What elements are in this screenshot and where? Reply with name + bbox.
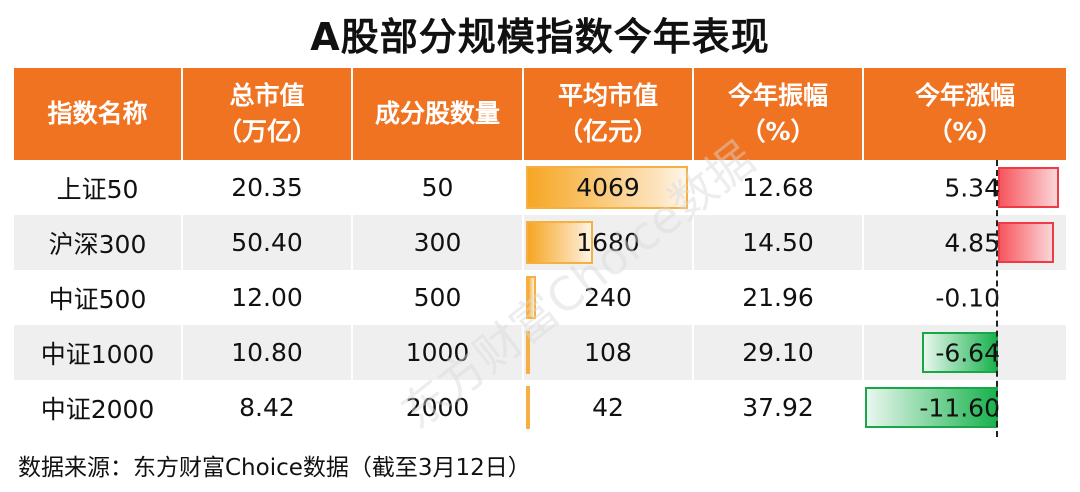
cell-amplitude: 29.10: [693, 325, 864, 380]
cell-constituent-count: 300: [352, 215, 524, 270]
cell-amplitude: 12.68: [693, 160, 864, 215]
header-avg-market-cap: 平均市值 （亿元）: [523, 68, 694, 160]
page-title: A股部分规模指数今年表现: [310, 15, 770, 59]
cell-constituent-count: 2000: [352, 380, 524, 435]
cell-constituent-count: 500: [352, 270, 524, 325]
table-row: 中证500 12.00 500 240 21.96 -0.10: [14, 270, 1066, 325]
cell-change: 4.85: [863, 215, 1066, 270]
index-performance-table: 指数名称 总市值 （万亿） 成分股数量 平均市值 （亿元） 今年振幅 （%） 今年涨幅…: [14, 68, 1066, 435]
cell-change: -6.64: [863, 325, 1066, 380]
cell-index-name: 中证500: [14, 270, 183, 325]
cell-amplitude: 14.50: [693, 215, 864, 270]
cell-avg-market-cap: 240: [523, 270, 694, 325]
avg-cap-bar: [526, 221, 593, 264]
cell-change: -0.10: [863, 270, 1066, 325]
change-bar: [998, 167, 1059, 208]
cell-market-cap: 10.80: [182, 325, 353, 380]
cell-market-cap: 12.00: [182, 270, 353, 325]
header-amplitude: 今年振幅 （%）: [693, 68, 864, 160]
cell-amplitude: 21.96: [693, 270, 864, 325]
cell-market-cap: 20.35: [182, 160, 353, 215]
header-row: 指数名称 总市值 （万亿） 成分股数量 平均市值 （亿元） 今年振幅 （%） 今年涨幅…: [14, 68, 1066, 160]
table-row: 沪深300 50.40 300 1680 14.50 4.85: [14, 215, 1066, 270]
table-row: 中证2000 8.42 2000 42 37.92 -11.60: [14, 380, 1066, 435]
cell-constituent-count: 1000: [352, 325, 524, 380]
cell-change: -11.60: [863, 380, 1066, 435]
avg-cap-bar: [526, 386, 530, 429]
change-bar: [922, 332, 998, 373]
header-index-name: 指数名称: [14, 68, 183, 160]
cell-index-name: 上证50: [14, 160, 183, 215]
cell-constituent-count: 50: [352, 160, 524, 215]
change-bar: [998, 222, 1054, 263]
cell-avg-market-cap: 108: [523, 325, 694, 380]
cell-index-name: 沪深300: [14, 215, 183, 270]
table-row: 中证1000 10.80 1000 108 29.10 -6.64: [14, 325, 1066, 380]
header-change: 今年涨幅 （%）: [863, 68, 1066, 160]
header-constituent-count: 成分股数量: [352, 68, 524, 160]
avg-cap-bar: [526, 276, 536, 319]
cell-avg-market-cap: 4069: [523, 160, 694, 215]
avg-cap-bar: [526, 166, 688, 209]
avg-cap-bar: [526, 331, 530, 374]
header-market-cap: 总市值 （万亿）: [182, 68, 353, 160]
cell-market-cap: 50.40: [182, 215, 353, 270]
cell-market-cap: 8.42: [182, 380, 353, 435]
cell-avg-market-cap: 42: [523, 380, 694, 435]
data-source-note: 数据来源：东方财富Choice数据（截至3月12日）: [18, 455, 531, 481]
cell-amplitude: 37.92: [693, 380, 864, 435]
table-row: 上证50 20.35 50 4069 12.68 5.34: [14, 160, 1066, 215]
cell-change: 5.34: [863, 160, 1066, 215]
cell-index-name: 中证2000: [14, 380, 183, 435]
cell-avg-market-cap: 1680: [523, 215, 694, 270]
zero-baseline: [996, 160, 998, 437]
cell-index-name: 中证1000: [14, 325, 183, 380]
